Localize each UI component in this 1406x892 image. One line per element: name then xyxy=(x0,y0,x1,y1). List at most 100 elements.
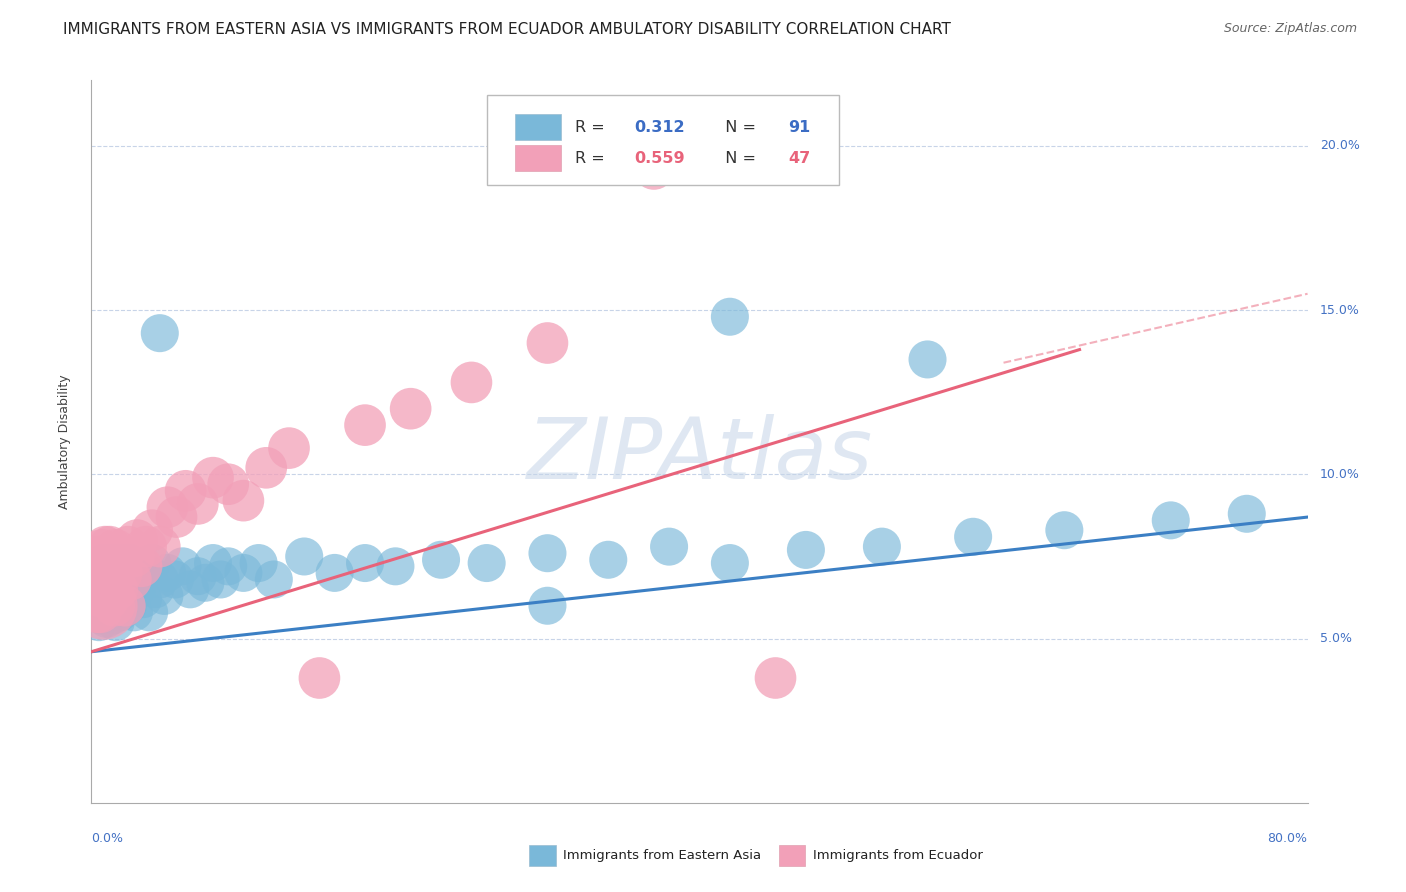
Point xyxy=(156,566,179,580)
Point xyxy=(100,579,122,593)
Point xyxy=(97,592,120,607)
Point xyxy=(91,569,114,583)
Point xyxy=(98,559,121,574)
Point xyxy=(94,602,117,616)
Point xyxy=(308,671,330,685)
Point xyxy=(104,615,127,630)
Point xyxy=(107,599,129,613)
Point xyxy=(132,592,155,607)
Point xyxy=(172,559,194,574)
Point xyxy=(125,533,148,547)
Point xyxy=(112,579,135,593)
Point xyxy=(98,605,121,619)
Point xyxy=(117,599,139,613)
Point xyxy=(101,569,124,583)
Point xyxy=(89,563,111,577)
Point xyxy=(643,161,665,176)
Point xyxy=(103,556,125,570)
Point xyxy=(86,605,108,619)
Text: R =: R = xyxy=(575,120,610,135)
Point xyxy=(93,556,115,570)
Point xyxy=(156,500,179,515)
Point xyxy=(120,582,142,597)
Point xyxy=(149,326,172,340)
Text: 5.0%: 5.0% xyxy=(1320,632,1351,645)
Point xyxy=(917,352,939,367)
Point xyxy=(107,556,129,570)
Text: 0.312: 0.312 xyxy=(634,120,685,135)
Point xyxy=(870,540,893,554)
Point xyxy=(354,556,377,570)
Point xyxy=(87,615,110,630)
Text: ZIPAtlas: ZIPAtlas xyxy=(526,415,873,498)
FancyBboxPatch shape xyxy=(515,114,561,140)
Point xyxy=(143,582,166,597)
Point xyxy=(263,573,285,587)
Point xyxy=(93,575,115,590)
Point xyxy=(89,599,111,613)
Point xyxy=(115,573,138,587)
FancyBboxPatch shape xyxy=(515,145,561,171)
Point xyxy=(101,559,124,574)
Point xyxy=(354,418,377,433)
Text: N =: N = xyxy=(716,151,762,166)
Point xyxy=(96,566,118,580)
Point xyxy=(323,566,346,580)
Point xyxy=(96,589,118,603)
Text: 80.0%: 80.0% xyxy=(1268,831,1308,845)
Point xyxy=(131,559,153,574)
Point xyxy=(187,569,209,583)
Point xyxy=(100,579,122,593)
Point xyxy=(93,599,115,613)
Point xyxy=(94,563,117,577)
Point xyxy=(292,549,315,564)
Point xyxy=(153,589,176,603)
Point xyxy=(87,589,110,603)
Point xyxy=(174,483,197,498)
Point xyxy=(209,573,232,587)
Point xyxy=(103,592,125,607)
Text: N =: N = xyxy=(716,120,762,135)
Point xyxy=(536,599,558,613)
Point xyxy=(163,573,186,587)
FancyBboxPatch shape xyxy=(486,95,839,185)
Point xyxy=(114,599,136,613)
Point xyxy=(110,605,132,619)
Point xyxy=(460,376,482,390)
Point xyxy=(254,460,277,475)
Point xyxy=(129,573,152,587)
Point xyxy=(118,556,141,570)
Point xyxy=(149,540,172,554)
Point xyxy=(111,585,134,599)
Point xyxy=(100,595,122,609)
Text: 0.559: 0.559 xyxy=(634,151,685,166)
Point xyxy=(962,530,984,544)
Point xyxy=(105,585,128,599)
Point xyxy=(179,582,201,597)
Point xyxy=(1236,507,1258,521)
Point xyxy=(104,573,127,587)
Point xyxy=(110,556,132,570)
Point xyxy=(97,566,120,580)
Point xyxy=(117,540,139,554)
Point xyxy=(84,573,107,587)
Point xyxy=(1053,523,1076,537)
Point xyxy=(121,566,143,580)
Point xyxy=(122,549,145,564)
Point xyxy=(111,566,134,580)
Point xyxy=(718,310,741,324)
Point xyxy=(135,540,157,554)
Y-axis label: Ambulatory Disability: Ambulatory Disability xyxy=(58,375,70,508)
Text: R =: R = xyxy=(575,151,610,166)
Point xyxy=(536,336,558,351)
Point xyxy=(86,605,108,619)
Text: 10.0%: 10.0% xyxy=(1320,468,1360,481)
Text: IMMIGRANTS FROM EASTERN ASIA VS IMMIGRANTS FROM ECUADOR AMBULATORY DISABILITY CO: IMMIGRANTS FROM EASTERN ASIA VS IMMIGRAN… xyxy=(63,22,950,37)
Point xyxy=(96,573,118,587)
Point xyxy=(718,556,741,570)
Point xyxy=(91,582,114,597)
Point xyxy=(141,556,163,570)
Point xyxy=(107,575,129,590)
Point xyxy=(217,559,239,574)
Point xyxy=(278,441,301,455)
